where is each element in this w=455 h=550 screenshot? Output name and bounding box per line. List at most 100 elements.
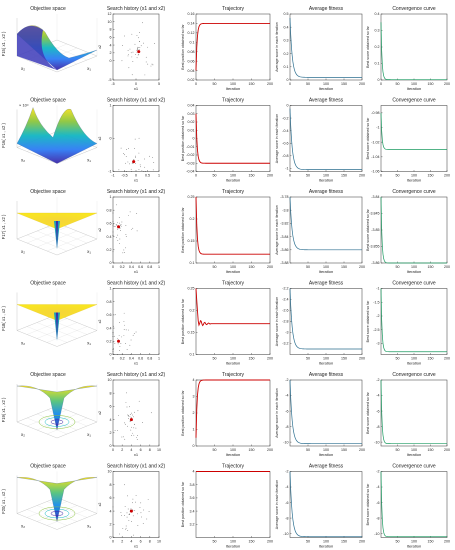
convergence-axes-box (380, 471, 448, 538)
average-line (289, 379, 362, 445)
search-xtick-label: 0.8 (147, 265, 152, 269)
search-xtick-label: 10 (157, 448, 161, 452)
average-xlabel: Iteration (319, 269, 333, 274)
objective-space-title: Objective space (30, 98, 66, 104)
convergence-xtick-label: 150 (428, 448, 434, 452)
search-point (148, 511, 150, 512)
search-ylabel: x2 (98, 411, 102, 415)
convergence-xtick-label: 200 (444, 540, 450, 544)
search-point (125, 527, 127, 529)
trajectory-ytick-label: 0.02 (188, 78, 195, 82)
search-ytick-label: -5 (108, 78, 111, 82)
convergence-panel: Convergence curve 50 100 150 200 -3 -2.5 -2 -1.5… (366, 281, 450, 366)
search-point (120, 225, 122, 227)
search-xlabel: x1 (134, 452, 139, 457)
trajectory-xtick-label: 150 (249, 357, 255, 361)
search-point (117, 234, 118, 236)
search-point (112, 221, 114, 222)
search-title: Search history (x1 and x2) (107, 372, 166, 378)
search-point (130, 508, 132, 510)
search-point (112, 354, 114, 355)
convergence-ylabel: Best score obtained so far (366, 25, 370, 68)
convergence-xlabel: Iteration (407, 178, 421, 183)
convergence-xlabel: Iteration (407, 361, 421, 366)
search-point (134, 510, 136, 511)
search-point (133, 427, 135, 429)
trajectory-title: Trajectory (222, 98, 245, 104)
average-ytick-label: 0.2 (284, 52, 289, 56)
search-point (139, 164, 141, 166)
convergence-ytick-label: -1.04 (371, 155, 379, 159)
search-point (126, 392, 127, 394)
search-best-point (132, 160, 136, 164)
convergence-title: Convergence curve (392, 464, 436, 470)
trajectory-ytick-label: -0.02 (186, 153, 194, 157)
search-ytick-label: 0 (110, 353, 112, 357)
objective-ylabel: x₂ (21, 341, 25, 346)
search-point (136, 49, 138, 51)
search-ytick-label: 0 (110, 59, 112, 63)
convergence-ytick-label: -3.85 (371, 228, 379, 232)
search-ytick-label: -1 (108, 170, 111, 174)
search-ytick-label: 0 (110, 536, 112, 540)
search-point (119, 350, 120, 351)
average-panel: Average fitness 50 100 150 200 -10 -8 -6 -4 -2 Ite… (275, 464, 365, 549)
search-point (131, 56, 133, 58)
convergence-xtick-label: 100 (411, 82, 417, 86)
average-ylabel: Average score in each iteration (275, 480, 279, 529)
average-axes-box (289, 379, 363, 447)
objective-grid-line (46, 326, 88, 343)
search-point (118, 169, 120, 171)
search-point (112, 231, 114, 233)
search-point (127, 530, 129, 531)
search-ytick-label: 1 (110, 195, 112, 199)
search-point (131, 163, 133, 165)
objective-contour (38, 506, 76, 521)
average-line (289, 17, 362, 78)
average-xtick-label: 100 (323, 357, 329, 361)
search-xtick-label: 2 (121, 540, 123, 544)
average-ytick-label: -0.8 (282, 154, 288, 158)
average-xtick-label: 100 (323, 82, 329, 86)
convergence-ytick-label: 0.2 (375, 45, 380, 49)
objective-space-panel: Objective space F17( x1 , x2 ) x₂ x₁ (1, 189, 98, 256)
convergence-xlabel: Iteration (407, 544, 421, 549)
trajectory-ytick-label: 0 (193, 137, 195, 141)
search-point (145, 61, 147, 63)
search-point (120, 230, 121, 231)
search-point (122, 252, 124, 254)
average-axes-box (289, 471, 363, 538)
convergence-xtick-label: 150 (428, 82, 434, 86)
trajectory-xtick-label: 100 (230, 540, 236, 544)
trajectory-ytick-label: 0.25 (188, 195, 195, 199)
trajectory-ytick-label: 0.03 (188, 112, 195, 116)
trajectory-line (195, 196, 270, 255)
search-point (134, 155, 136, 157)
search-point (112, 506, 114, 508)
search-ytick-label: 2 (110, 523, 112, 527)
search-point (138, 49, 140, 51)
search-point (139, 507, 141, 508)
search-point (144, 158, 145, 160)
search-point (138, 400, 140, 402)
search-point (141, 516, 142, 518)
trajectory-panel: Trajectory 50 100 150 200 0 1 2 3 4 Iteration Best … (181, 372, 273, 457)
convergence-panel: Convergence curve 50 100 150 200 -10 -8 -6 -4 -2 I… (366, 464, 450, 549)
convergence-xtick-label: 200 (444, 174, 450, 178)
search-point (112, 348, 114, 350)
search-point (137, 159, 139, 161)
average-ytick-label: -3.88 (280, 261, 288, 265)
search-axes-box (112, 288, 160, 355)
search-point (116, 204, 117, 206)
search-point (132, 414, 133, 416)
average-xtick-label: 150 (341, 265, 347, 269)
objective-grid-line (46, 234, 88, 252)
search-point (132, 534, 134, 536)
convergence-ytick-label: 0.4 (375, 12, 380, 16)
convergence-ytick-label: -4 (376, 394, 379, 398)
convergence-ytick-label: 0.3 (375, 29, 380, 33)
search-point (116, 224, 118, 226)
search-ytick-label: 1 (110, 104, 112, 108)
search-xtick-label: 6 (140, 540, 142, 544)
